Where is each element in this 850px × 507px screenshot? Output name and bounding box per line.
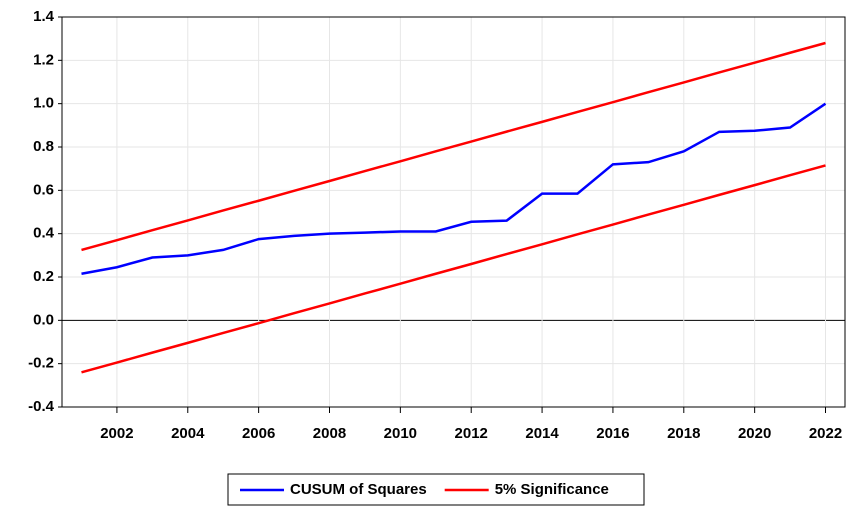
x-tick-label: 2016 — [596, 425, 629, 442]
y-tick-label: 1.0 — [33, 95, 54, 112]
x-tick-label: 2020 — [738, 425, 771, 442]
y-tick-label: 1.2 — [33, 51, 54, 68]
y-tick-label: -0.4 — [28, 398, 55, 415]
y-tick-label: 0.8 — [33, 138, 54, 155]
x-tick-label: 2006 — [242, 425, 275, 442]
legend-label: CUSUM of Squares — [290, 481, 427, 498]
data-line — [81, 164, 826, 374]
x-tick-label: 2014 — [525, 425, 559, 442]
data-line — [81, 41, 826, 252]
x-tick-label: 2002 — [100, 425, 133, 442]
legend-label: 5% Significance — [495, 481, 609, 498]
legend-box — [227, 473, 645, 506]
x-tick-label: 2012 — [455, 425, 488, 442]
y-tick-label: 0.4 — [33, 225, 55, 242]
data-line — [81, 102, 827, 275]
y-tick-label: 0.6 — [33, 181, 54, 198]
y-tick-label: 0.0 — [33, 311, 54, 328]
y-tick-label: 1.4 — [33, 8, 55, 25]
x-tick-label: 2008 — [313, 425, 346, 442]
x-tick-label: 2004 — [171, 425, 205, 442]
x-tick-label: 2022 — [809, 425, 842, 442]
plot-area — [61, 16, 846, 408]
y-tick-label: -0.2 — [28, 355, 54, 372]
y-tick-label: 0.2 — [33, 268, 54, 285]
x-tick-label: 2010 — [384, 425, 417, 442]
x-tick-label: 2018 — [667, 425, 700, 442]
plot-frame — [61, 16, 846, 408]
